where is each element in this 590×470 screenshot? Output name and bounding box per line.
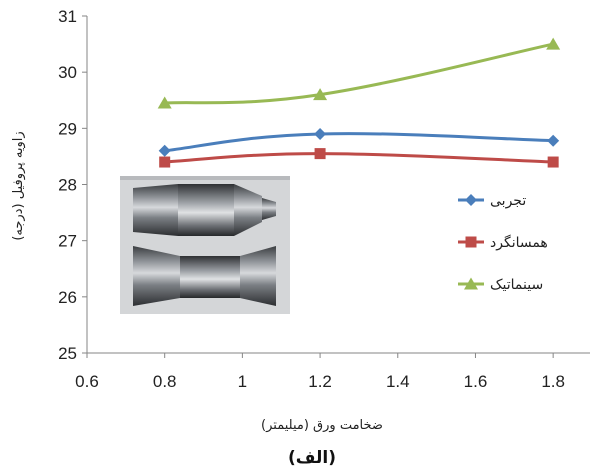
series-1 [158, 127, 560, 157]
data-point [157, 96, 172, 109]
lower-part-neck [180, 256, 240, 298]
data-point [547, 134, 560, 147]
series-2 [159, 148, 559, 168]
upper-part-nose [262, 198, 276, 220]
y-tick-label: 27 [58, 232, 77, 251]
legend-label: تجربی [490, 193, 526, 209]
legend-swatch-marker [465, 194, 477, 206]
legend-swatch-marker [464, 277, 478, 290]
inset-photo [120, 176, 290, 314]
y-tick-label: 30 [58, 63, 77, 82]
series-layer [157, 37, 561, 168]
x-tick-label: 0.6 [75, 372, 99, 391]
y-tick-label: 29 [58, 119, 77, 138]
x-tick-label: 1.6 [464, 372, 488, 391]
data-point [314, 148, 326, 160]
legend-label: همسانگرد [490, 234, 548, 251]
legend-label: سینماتیک [490, 277, 543, 293]
x-tick-label: 1 [238, 372, 247, 391]
data-point [313, 88, 328, 101]
legend-item-3: سینماتیک [458, 277, 543, 293]
series-line [164, 152, 554, 164]
legend-item-2: همسانگرد [458, 234, 548, 251]
y-tick-label: 26 [58, 288, 77, 307]
series-3 [157, 37, 561, 109]
y-tick-label: 28 [58, 176, 77, 195]
x-axis-title: ضخامت ورق (میلیمتر) [261, 418, 383, 433]
series-line [164, 42, 554, 105]
data-point [158, 144, 171, 157]
x-tick-label: 1.4 [386, 372, 410, 391]
series-line [164, 132, 554, 153]
legend-swatch-marker [465, 236, 477, 248]
photo-top-edge [120, 176, 290, 180]
x-tick-label: 1.2 [308, 372, 332, 391]
legend-item-1: تجربی [458, 193, 526, 209]
x-tick-label: 1.8 [541, 372, 565, 391]
data-point [547, 156, 559, 168]
figure-caption: (الف) [288, 448, 336, 468]
data-point [159, 156, 171, 168]
y-tick-label: 25 [58, 344, 77, 363]
data-point [314, 127, 327, 140]
y-axis-title: زاویه پروفیل (درجه) [11, 131, 26, 240]
legend: تجربی همسانگرد سینماتیک [458, 193, 548, 293]
y-tick-label: 31 [58, 7, 77, 26]
x-tick-label: 0.8 [153, 372, 177, 391]
upper-part-band [178, 184, 234, 236]
data-point [546, 37, 561, 50]
axes: 25 26 27 28 29 30 31 0.6 0.8 1 1.2 1.4 1.6 1.8 [58, 7, 590, 391]
